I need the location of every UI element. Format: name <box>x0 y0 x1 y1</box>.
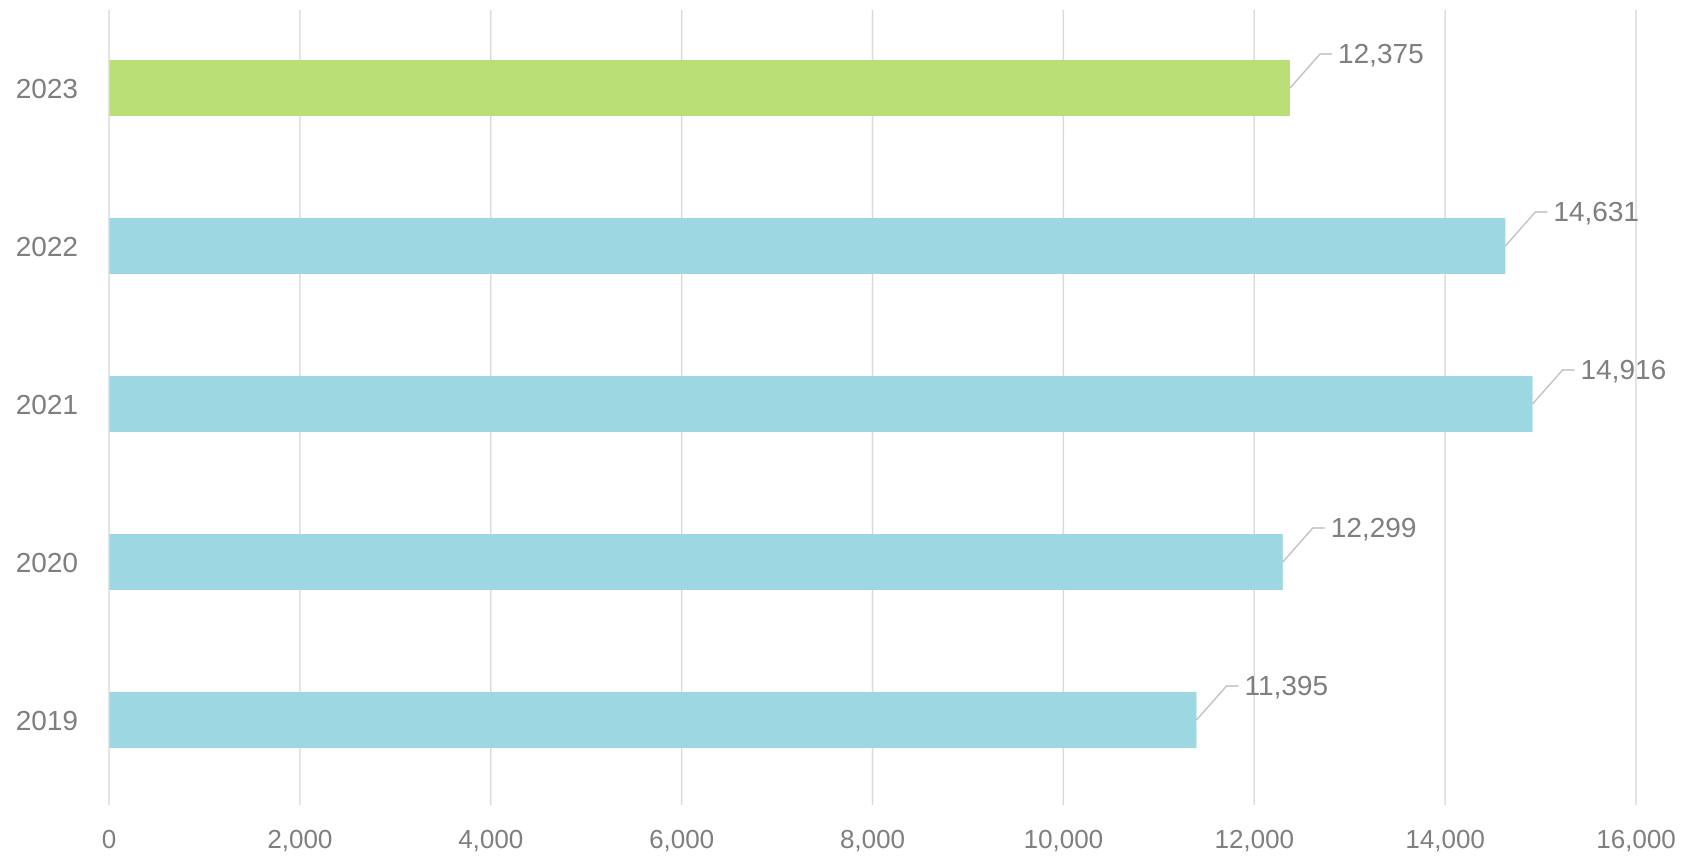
data-label-2022: 14,631 <box>1553 196 1639 227</box>
leader-line <box>1504 211 1548 247</box>
data-label-2019: 11,395 <box>1245 670 1329 701</box>
bars <box>109 60 1533 748</box>
x-tick-label: 10,000 <box>1024 824 1104 854</box>
x-tick-label: 14,000 <box>1405 824 1485 854</box>
leader-line <box>1282 527 1325 563</box>
x-tick-label: 0 <box>102 824 116 854</box>
leader-line <box>1195 685 1239 721</box>
data-label-leaders <box>1195 53 1575 721</box>
data-label-2021: 14,916 <box>1581 354 1667 385</box>
data-label-2020: 12,299 <box>1331 512 1417 543</box>
bar-2022 <box>109 218 1506 274</box>
y-tick-label: 2020 <box>16 547 78 578</box>
y-tick-label: 2019 <box>16 705 78 736</box>
x-tick-label: 12,000 <box>1214 824 1294 854</box>
y-tick-label: 2021 <box>16 389 78 420</box>
x-tick-label: 6,000 <box>649 824 714 854</box>
bar-2021 <box>109 376 1533 432</box>
x-tick-label: 2,000 <box>267 824 332 854</box>
x-axis-tick-labels: 0 2,000 4,000 6,000 8,000 10,000 12,000 14,000 1… <box>102 824 1676 854</box>
data-labels: 11,395 12,299 14,916 14,631 12,375 <box>1245 38 1667 701</box>
x-tick-label: 16,000 <box>1596 824 1676 854</box>
bar-2019 <box>109 692 1197 748</box>
y-axis-tick-labels: 2019 2020 2021 2022 2023 <box>16 73 78 736</box>
bar-2020 <box>109 534 1283 590</box>
y-tick-label: 2022 <box>16 231 78 262</box>
data-label-2023: 12,375 <box>1338 38 1424 69</box>
y-tick-label: 2023 <box>16 73 78 104</box>
x-tick-label: 4,000 <box>458 824 523 854</box>
leader-line <box>1532 369 1575 405</box>
leader-line <box>1289 53 1333 89</box>
x-tick-label: 8,000 <box>840 824 905 854</box>
bar-2023 <box>109 60 1291 116</box>
